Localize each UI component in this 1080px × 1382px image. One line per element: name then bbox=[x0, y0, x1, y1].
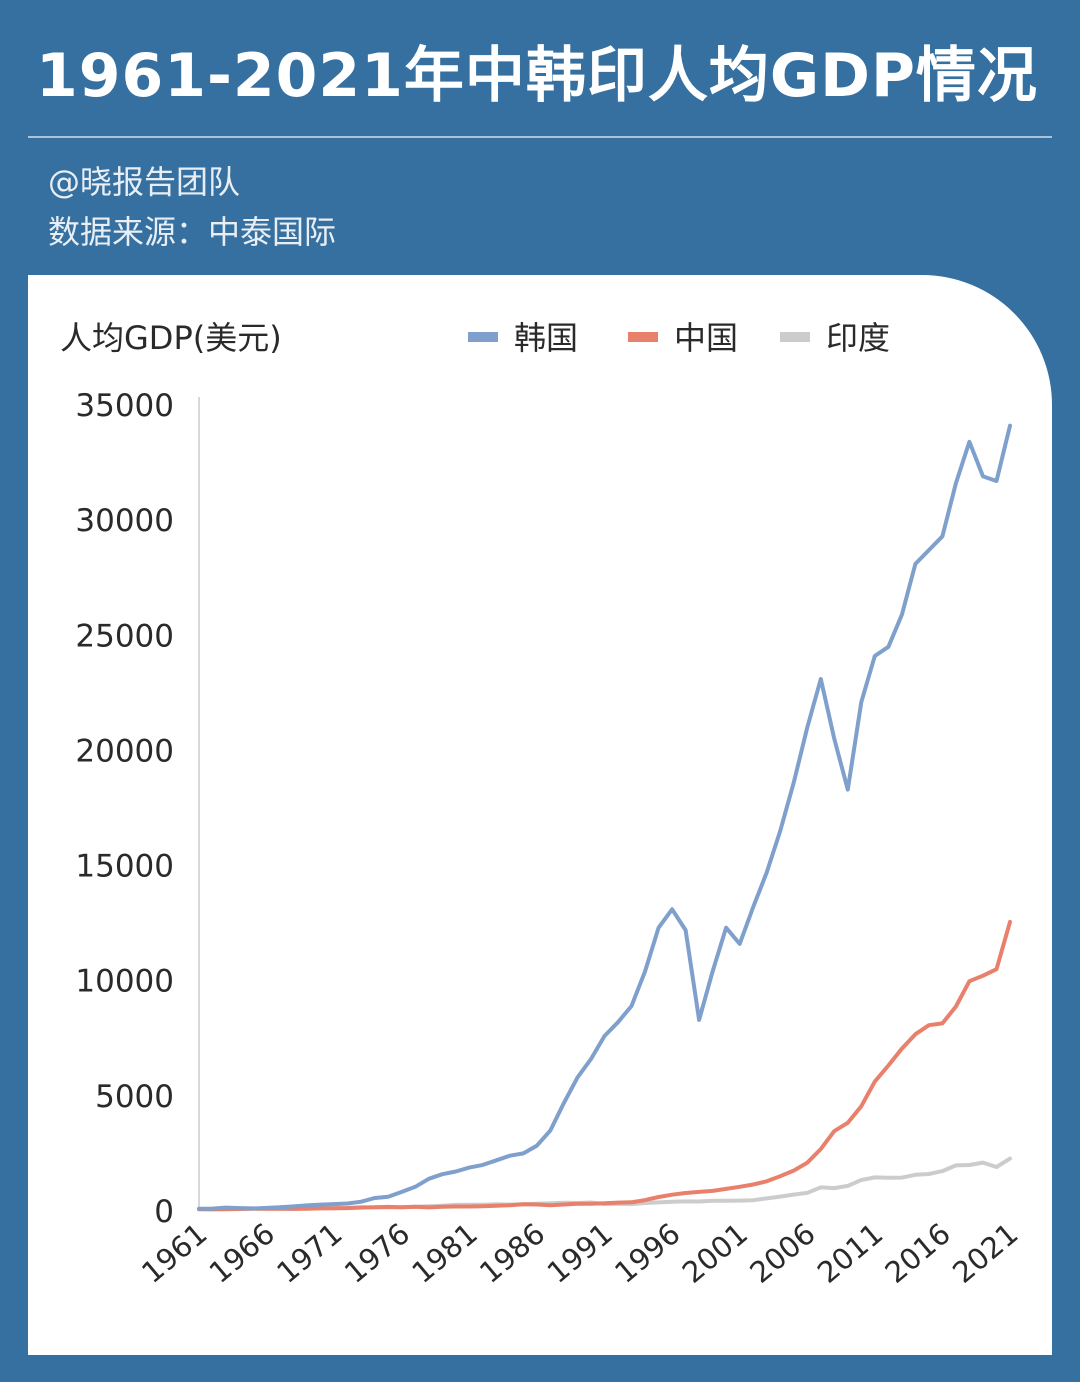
x-tick-label: 1991 bbox=[541, 1216, 619, 1289]
y-tick-label: 10000 bbox=[75, 964, 174, 1000]
x-tick-label: 1966 bbox=[203, 1216, 281, 1289]
x-axis-ticks: 1961196619711976198119861991199620012006… bbox=[135, 1216, 1024, 1289]
y-tick-label: 25000 bbox=[75, 618, 174, 654]
y-tick-label: 20000 bbox=[75, 733, 174, 769]
x-tick-label: 2006 bbox=[743, 1216, 821, 1289]
x-tick-label: 2001 bbox=[676, 1216, 754, 1289]
series-lines bbox=[197, 423, 1012, 1212]
series-line-0 bbox=[197, 423, 1012, 1211]
legend-label: 韩国 bbox=[514, 319, 578, 357]
x-tick-label: 1961 bbox=[135, 1216, 213, 1289]
x-tick-label: 1986 bbox=[473, 1216, 551, 1289]
legend-label: 印度 bbox=[826, 319, 890, 357]
y-axis-label: 人均GDP(美元) bbox=[60, 319, 282, 357]
legend-swatch bbox=[780, 332, 810, 342]
source-text: 数据来源：中泰国际 bbox=[48, 213, 337, 251]
x-tick-label: 1971 bbox=[270, 1216, 348, 1289]
y-tick-label: 5000 bbox=[95, 1079, 174, 1115]
legend: 韩国 中国 印度 bbox=[468, 319, 890, 357]
chart-card: 人均GDP(美元) 韩国 中国 印度 0 5000 10000 15000 20000 250… bbox=[28, 275, 1052, 1355]
x-tick-label: 1996 bbox=[608, 1216, 686, 1289]
x-tick-label: 2021 bbox=[946, 1216, 1024, 1289]
credit-text: @晓报告团队 bbox=[48, 163, 241, 201]
page-title: 1961-2021年中韩印人均GDP情况 bbox=[36, 41, 1038, 111]
x-tick-label: 1981 bbox=[405, 1216, 483, 1289]
legend-swatch bbox=[468, 332, 498, 342]
y-axis-ticks: 0 5000 10000 15000 20000 25000 30000 35000 bbox=[75, 388, 174, 1230]
title-divider bbox=[28, 136, 1052, 138]
y-tick-label: 15000 bbox=[75, 849, 174, 885]
x-tick-label: 2016 bbox=[879, 1216, 957, 1289]
legend-label: 中国 bbox=[674, 319, 738, 357]
line-chart: 人均GDP(美元) 韩国 中国 印度 0 5000 10000 15000 20000 250… bbox=[60, 319, 1024, 1290]
x-tick-label: 2011 bbox=[811, 1216, 889, 1289]
y-tick-label: 30000 bbox=[75, 503, 174, 539]
x-tick-label: 1976 bbox=[338, 1216, 416, 1289]
legend-swatch bbox=[628, 332, 658, 342]
y-tick-label: 0 bbox=[154, 1194, 174, 1230]
y-tick-label: 35000 bbox=[75, 388, 174, 424]
series-line-1 bbox=[197, 919, 1012, 1212]
